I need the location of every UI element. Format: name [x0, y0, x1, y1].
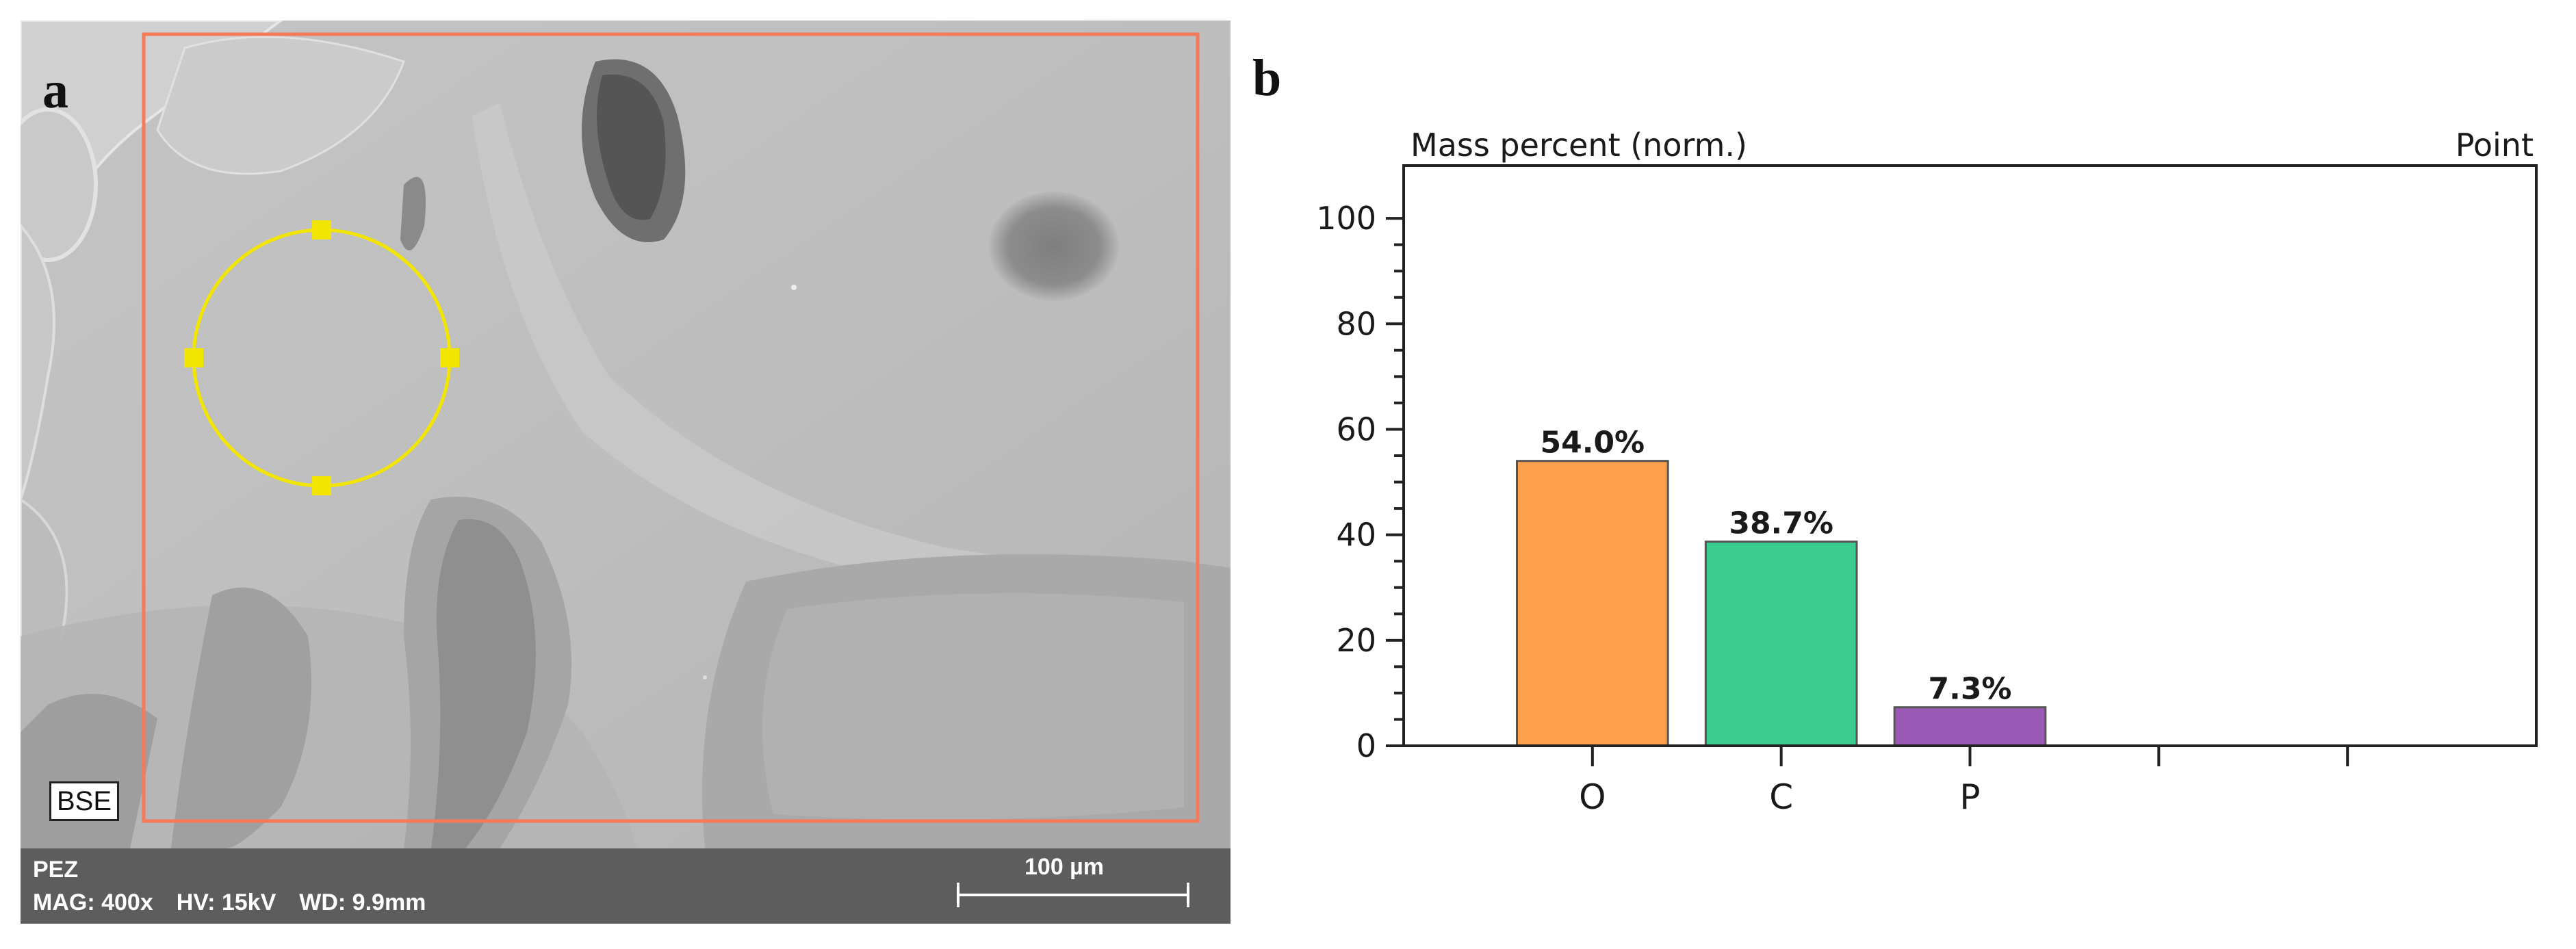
sem-panel: a BSE PEZ MAG: 400x HV: 15kV WD: 9.9mm 100… [21, 21, 1231, 924]
x-tick-label-p: P [1959, 777, 1980, 817]
chart-title: Mass percent (norm.) [1411, 127, 1747, 164]
mode-label: Point [2456, 127, 2534, 164]
y-tick-label: 60 [1336, 411, 1376, 447]
y-tick-label: 20 [1336, 622, 1376, 659]
bar-o [1516, 460, 1669, 747]
y-tick-label: 80 [1336, 305, 1376, 342]
magnification: MAG: 400x [33, 889, 153, 915]
bars: 54.0% 38.7% 7.3% [1516, 426, 2047, 747]
x-tick-label-o: O [1579, 777, 1606, 817]
high-voltage: HV: 15kV [176, 889, 276, 915]
mass-percent-chart: 0 20 40 60 80 100 O C P 54.0% 38.7% 7.3% Mass per… [1316, 127, 2538, 817]
roi-circle[interactable] [184, 220, 459, 495]
sample-name: PEZ [33, 857, 79, 883]
x-tick-label-c: C [1769, 777, 1793, 817]
y-tick-label: 40 [1336, 517, 1376, 554]
y-tick-label: 100 [1316, 200, 1376, 237]
detector-label: BSE [49, 781, 120, 821]
panel-letter-a: a [42, 62, 68, 119]
data-label-c: 38.7% [1729, 506, 1833, 541]
y-tick-label: 0 [1356, 727, 1376, 764]
sem-info-bar: PEZ MAG: 400x HV: 15kV WD: 9.9mm 100 µm [21, 848, 1231, 924]
working-distance: WD: 9.9mm [299, 889, 426, 915]
bar-c [1704, 541, 1858, 747]
eds-chart-panel: 0 20 40 60 80 100 O C P 54.0% 38.7% 7.3% Mass per… [1252, 21, 2560, 924]
panel-letter-b: b [1252, 49, 1282, 107]
y-axis: 0 20 40 60 80 100 [1316, 200, 1404, 764]
plot-frame [1402, 164, 2538, 747]
data-label-p: 7.3% [1928, 672, 2011, 707]
scale-bar [957, 883, 1189, 907]
bar-p [1893, 706, 2047, 747]
sem-micrograph-graphic [21, 21, 1231, 848]
roi-rectangle [142, 32, 1200, 823]
scale-bar-label: 100 µm [1025, 854, 1104, 880]
data-label-o: 54.0% [1541, 426, 1645, 460]
acquisition-parameters: MAG: 400x HV: 15kV WD: 9.9mm [33, 889, 449, 916]
sem-micrograph [21, 21, 1231, 848]
